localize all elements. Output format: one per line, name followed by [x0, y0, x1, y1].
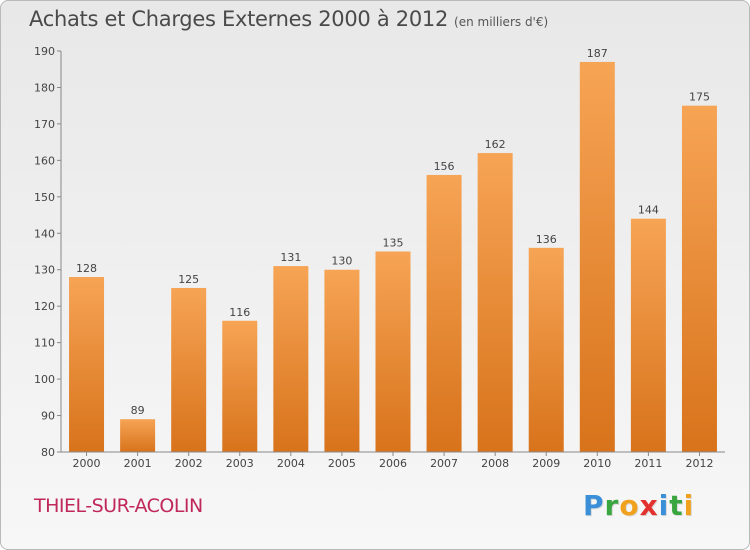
y-tick-label: 190 [34, 45, 55, 58]
bar-2003 [222, 320, 258, 452]
chart-title: Achats et Charges Externes 2000 à 2012 (e… [29, 7, 549, 31]
bar-2012 [681, 105, 717, 452]
x-tick-label: 2012 [685, 457, 713, 470]
bar-value-label: 116 [229, 306, 250, 319]
x-tick-label: 2005 [328, 457, 356, 470]
commune-name: THIEL-SUR-ACOLIN [34, 495, 203, 517]
bar-2009 [528, 247, 564, 452]
bar-value-label: 125 [178, 273, 199, 286]
x-tick-label: 2006 [379, 457, 407, 470]
y-tick-label: 170 [34, 118, 55, 131]
logo-letter: r [604, 489, 620, 522]
bar-value-label: 156 [434, 160, 455, 173]
bar-2000 [69, 277, 105, 452]
y-tick-label: 130 [34, 264, 55, 277]
logo-letter: o [619, 489, 640, 522]
x-tick-label: 2002 [175, 457, 203, 470]
bar-value-label: 162 [485, 138, 506, 151]
x-tick-label: 2008 [481, 457, 509, 470]
bar-value-label: 131 [280, 251, 301, 264]
logo-letter: x [639, 489, 659, 522]
bar-2007 [426, 174, 462, 453]
chart-subtitle: (en milliers d'€) [454, 15, 549, 29]
bar-2010 [579, 61, 615, 452]
bar-value-label: 187 [587, 47, 608, 60]
logo-letter: P [583, 489, 605, 522]
x-tick-label: 2000 [73, 457, 101, 470]
bar-2006 [375, 251, 411, 452]
y-tick-label: 100 [34, 373, 55, 386]
y-tick-label: 180 [34, 81, 55, 94]
y-tick-label: 120 [34, 300, 55, 313]
logo-letter: i [658, 489, 670, 522]
bar-2004 [273, 266, 309, 452]
logo-letter: t [669, 489, 684, 522]
y-tick-label: 140 [34, 227, 55, 240]
bar-value-label: 175 [689, 91, 710, 104]
y-tick-label: 160 [34, 154, 55, 167]
bar-2002 [171, 287, 207, 452]
bar-value-label: 135 [383, 237, 404, 250]
y-tick-label: 110 [34, 337, 55, 350]
bar-value-label: 144 [638, 204, 659, 217]
y-tick-label: 80 [41, 446, 55, 459]
bar-2008 [477, 153, 513, 452]
y-tick-label: 90 [41, 410, 55, 423]
bar-2005 [324, 269, 360, 452]
x-tick-label: 2011 [634, 457, 662, 470]
bar-value-label: 136 [536, 233, 557, 246]
x-tick-label: 2007 [430, 457, 458, 470]
x-tick-label: 2009 [532, 457, 560, 470]
bar-value-label: 130 [331, 255, 352, 268]
bar-value-label: 128 [76, 262, 97, 275]
x-tick-label: 2001 [124, 457, 152, 470]
bar-value-label: 89 [131, 404, 145, 417]
bar-2001 [120, 419, 156, 452]
logo-letter: i [683, 489, 695, 522]
x-tick-label: 2010 [583, 457, 611, 470]
bar-2011 [630, 218, 666, 452]
x-tick-label: 2004 [277, 457, 305, 470]
proxiti-logo: Proxiti [583, 489, 694, 522]
y-tick-label: 150 [34, 191, 55, 204]
x-tick-label: 2003 [226, 457, 254, 470]
